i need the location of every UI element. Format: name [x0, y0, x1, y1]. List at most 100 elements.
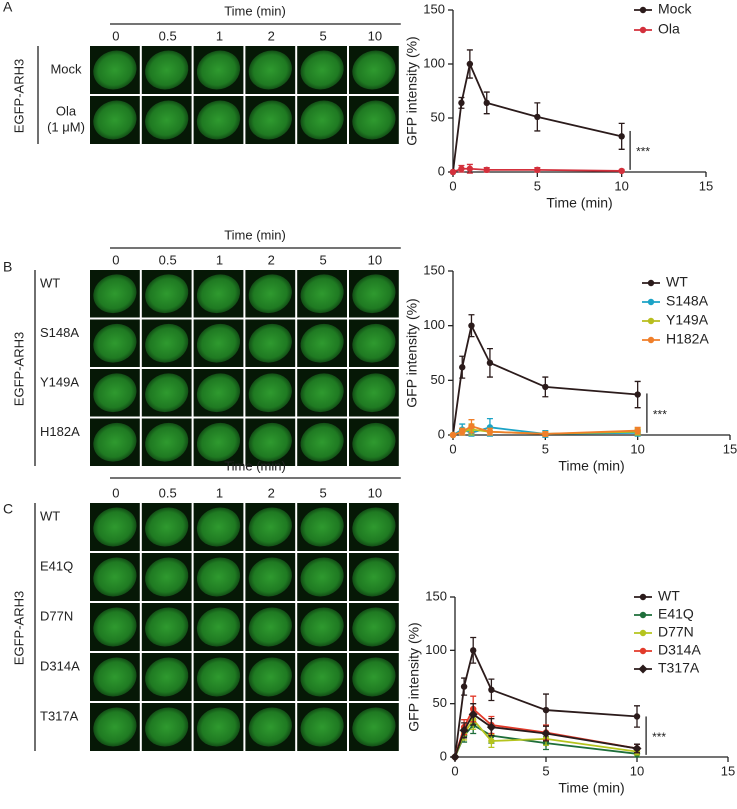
- marker: [542, 430, 549, 438]
- y-tick-label: 150: [425, 588, 447, 603]
- x-tick-label: 10: [630, 763, 644, 778]
- legend-label: Ola: [658, 21, 680, 37]
- y-tick-label: 100: [423, 317, 445, 332]
- y-tick-label: 150: [423, 262, 445, 277]
- legend-label: S148A: [666, 293, 709, 309]
- row-label: E41Q: [40, 558, 73, 573]
- time-label: 2: [268, 28, 275, 43]
- nucleus: [352, 100, 396, 140]
- nucleus: [93, 507, 137, 547]
- nucleus: [196, 274, 241, 314]
- marker: [488, 686, 495, 693]
- legend-marker: [639, 629, 647, 637]
- nucleus: [93, 707, 137, 747]
- side-label: EGFP-ARH3: [11, 332, 26, 406]
- time-label: 0.5: [159, 28, 177, 43]
- y-tick-label: 50: [431, 109, 445, 124]
- nucleus: [93, 607, 137, 647]
- nucleus: [300, 50, 344, 90]
- y-tick-label: 0: [440, 748, 447, 763]
- row-label: Ola: [56, 103, 77, 118]
- marker: [618, 167, 625, 175]
- time-label: 5: [319, 485, 326, 500]
- row-label: T317A: [40, 708, 79, 723]
- x-tick-label: 0: [449, 178, 456, 193]
- row-label: D314A: [40, 658, 80, 673]
- time-label: 10: [368, 252, 382, 267]
- nucleus: [145, 557, 189, 597]
- row-label: Mock: [50, 61, 82, 76]
- x-axis-title: Time (min): [558, 780, 624, 796]
- legend-marker: [639, 6, 647, 14]
- legend-marker: [647, 336, 655, 344]
- x-tick-label: 5: [542, 441, 549, 456]
- row-label: WT: [40, 275, 60, 290]
- time-label: 1: [216, 28, 223, 43]
- marker: [542, 706, 550, 714]
- legend-marker: [639, 611, 647, 619]
- marker: [458, 165, 465, 172]
- legend-label: Y149A: [666, 312, 709, 328]
- annotation: ***: [652, 730, 666, 744]
- y-tick-label: 0: [438, 426, 445, 441]
- nucleus: [352, 507, 396, 547]
- time-label: 5: [319, 28, 326, 43]
- annotation: ***: [653, 407, 667, 421]
- legend-marker: [647, 298, 655, 306]
- legend-label: D314A: [658, 642, 701, 658]
- marker: [468, 322, 475, 329]
- marker: [633, 713, 641, 720]
- time-label: 0.5: [159, 485, 177, 500]
- nucleus: [145, 657, 189, 697]
- nucleus: [145, 507, 189, 547]
- marker: [449, 168, 457, 176]
- y-axis-title: GFP intensity (%): [404, 36, 420, 145]
- nucleus: [93, 323, 137, 363]
- marker: [486, 428, 494, 435]
- x-axis-title: Time (min): [558, 458, 624, 474]
- nucleus: [248, 274, 292, 314]
- time-label: 0: [112, 485, 119, 500]
- legend-marker: [639, 26, 647, 34]
- nucleus: [300, 323, 344, 363]
- nucleus: [196, 373, 241, 413]
- legend-marker: [639, 593, 647, 601]
- marker: [449, 431, 457, 439]
- nucleus: [300, 657, 344, 697]
- legend-label: H182A: [666, 331, 709, 347]
- side-label: EGFP-ARH3: [11, 59, 26, 133]
- y-tick-label: 50: [431, 372, 445, 387]
- nucleus: [93, 100, 137, 140]
- nucleus: [248, 50, 292, 90]
- nucleus: [248, 100, 292, 140]
- nucleus: [145, 707, 189, 747]
- marker: [618, 133, 625, 140]
- nucleus: [352, 373, 396, 413]
- marker: [634, 427, 641, 434]
- nucleus: [248, 507, 292, 547]
- nucleus: [352, 274, 396, 314]
- legend-label: T317A: [658, 660, 700, 676]
- nucleus: [248, 557, 292, 597]
- side-label: EGFP-ARH3: [11, 591, 26, 665]
- x-tick-label: 5: [542, 763, 549, 778]
- legend-label: WT: [666, 274, 688, 290]
- marker: [470, 647, 477, 654]
- marker: [534, 113, 541, 121]
- nucleus: [248, 657, 292, 697]
- panel-label: B: [3, 259, 12, 275]
- nucleus: [300, 557, 344, 597]
- nucleus: [93, 274, 137, 314]
- nucleus: [352, 50, 396, 90]
- nucleus: [300, 707, 344, 747]
- annotation: ***: [636, 145, 650, 159]
- marker: [483, 166, 490, 174]
- marker: [488, 737, 495, 745]
- time-label: 10: [368, 485, 382, 500]
- nucleus: [196, 557, 241, 597]
- x-axis-title: Time (min): [546, 195, 612, 211]
- legend-marker: [638, 664, 648, 674]
- y-tick-label: 0: [438, 163, 445, 178]
- legend-marker: [647, 317, 655, 325]
